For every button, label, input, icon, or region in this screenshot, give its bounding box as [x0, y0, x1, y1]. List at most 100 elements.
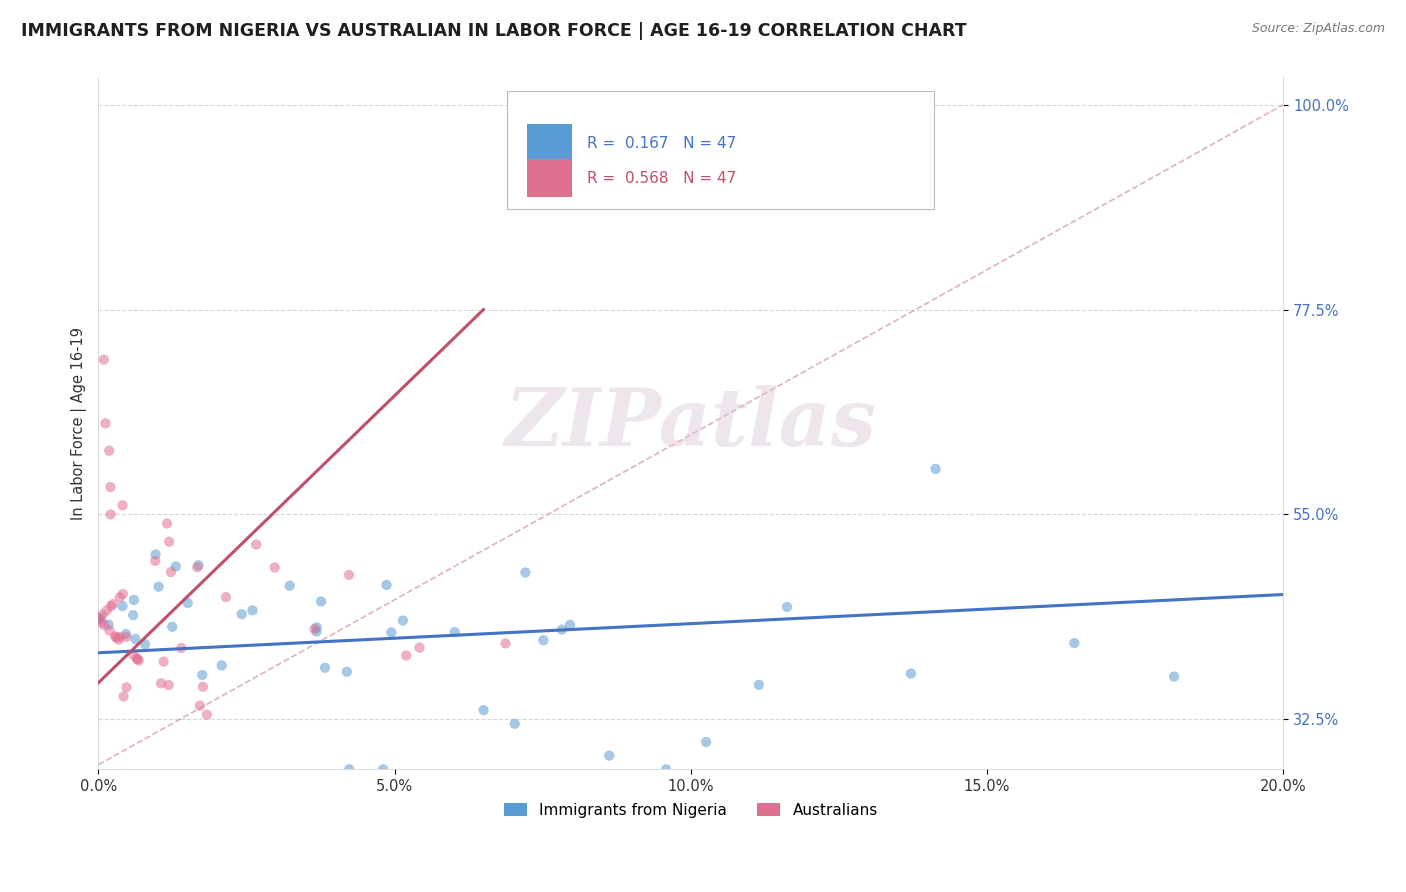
- Point: [211, 658, 233, 673]
- Point: [551, 623, 574, 637]
- Point: [122, 608, 145, 623]
- Point: [443, 625, 465, 640]
- Point: [134, 637, 156, 651]
- Point: [170, 640, 193, 655]
- Text: ZIPatlas: ZIPatlas: [505, 384, 877, 462]
- Point: [145, 548, 167, 562]
- Point: [100, 599, 122, 614]
- Point: [91, 607, 114, 622]
- Point: [90, 615, 112, 630]
- Point: [245, 537, 267, 551]
- Point: [96, 603, 118, 617]
- Text: Source: ZipAtlas.com: Source: ZipAtlas.com: [1251, 22, 1385, 36]
- Point: [337, 762, 360, 776]
- Point: [111, 587, 134, 601]
- Point: [143, 554, 166, 568]
- Point: [165, 559, 187, 574]
- Point: [337, 567, 360, 582]
- Point: [156, 516, 179, 531]
- Point: [503, 716, 526, 731]
- Point: [304, 622, 326, 636]
- Point: [100, 508, 122, 522]
- Point: [191, 668, 214, 682]
- Point: [150, 676, 173, 690]
- Point: [188, 698, 211, 713]
- Point: [115, 627, 138, 641]
- Point: [924, 462, 946, 476]
- Point: [371, 762, 394, 776]
- Point: [122, 593, 145, 607]
- Point: [1163, 669, 1185, 683]
- Point: [107, 632, 129, 647]
- Point: [598, 748, 620, 763]
- Text: R =  0.167   N = 47: R = 0.167 N = 47: [586, 136, 735, 151]
- Point: [125, 651, 148, 665]
- Point: [124, 632, 146, 646]
- Point: [395, 648, 418, 663]
- Point: [375, 578, 398, 592]
- Bar: [527, 125, 572, 162]
- Point: [748, 678, 770, 692]
- Bar: [527, 159, 572, 197]
- Point: [472, 703, 495, 717]
- Point: [195, 707, 218, 722]
- Point: [278, 579, 301, 593]
- Point: [157, 678, 180, 692]
- Point: [111, 599, 134, 613]
- Point: [655, 762, 678, 776]
- Point: [408, 640, 430, 655]
- Point: [160, 565, 183, 579]
- Point: [122, 648, 145, 662]
- Point: [152, 655, 174, 669]
- Point: [392, 614, 415, 628]
- Point: [97, 617, 120, 632]
- Point: [87, 612, 110, 626]
- Legend: Immigrants from Nigeria, Australians: Immigrants from Nigeria, Australians: [498, 797, 884, 824]
- Point: [89, 611, 111, 625]
- Point: [111, 498, 134, 512]
- Point: [191, 680, 214, 694]
- Point: [186, 560, 208, 574]
- Point: [305, 624, 328, 639]
- Y-axis label: In Labor Force | Age 16-19: In Labor Force | Age 16-19: [72, 326, 87, 520]
- Point: [495, 636, 517, 650]
- Point: [108, 630, 131, 644]
- Point: [231, 607, 253, 622]
- Point: [100, 480, 122, 494]
- Point: [380, 625, 402, 640]
- Point: [776, 599, 799, 614]
- Point: [98, 443, 121, 458]
- Point: [105, 631, 128, 645]
- Point: [104, 629, 127, 643]
- Point: [336, 665, 359, 679]
- Point: [148, 580, 170, 594]
- Point: [242, 603, 264, 617]
- Point: [314, 661, 336, 675]
- Point: [128, 653, 150, 667]
- Point: [215, 590, 238, 604]
- Point: [127, 652, 149, 666]
- Point: [157, 534, 180, 549]
- Point: [94, 417, 117, 431]
- Point: [112, 690, 135, 704]
- FancyBboxPatch shape: [508, 91, 934, 209]
- Point: [263, 560, 285, 574]
- Point: [177, 596, 200, 610]
- Point: [93, 618, 115, 632]
- Point: [108, 591, 131, 605]
- Point: [87, 611, 110, 625]
- Point: [115, 630, 138, 644]
- Point: [531, 633, 554, 648]
- Text: IMMIGRANTS FROM NIGERIA VS AUSTRALIAN IN LABOR FORCE | AGE 16-19 CORRELATION CHA: IMMIGRANTS FROM NIGERIA VS AUSTRALIAN IN…: [21, 22, 967, 40]
- Point: [695, 735, 717, 749]
- Point: [93, 352, 115, 367]
- Point: [98, 624, 121, 638]
- Point: [187, 558, 209, 573]
- Point: [101, 597, 124, 611]
- Point: [558, 617, 581, 632]
- Text: R =  0.568   N = 47: R = 0.568 N = 47: [586, 170, 735, 186]
- Point: [160, 620, 183, 634]
- Point: [1063, 636, 1085, 650]
- Point: [309, 594, 332, 608]
- Point: [900, 666, 922, 681]
